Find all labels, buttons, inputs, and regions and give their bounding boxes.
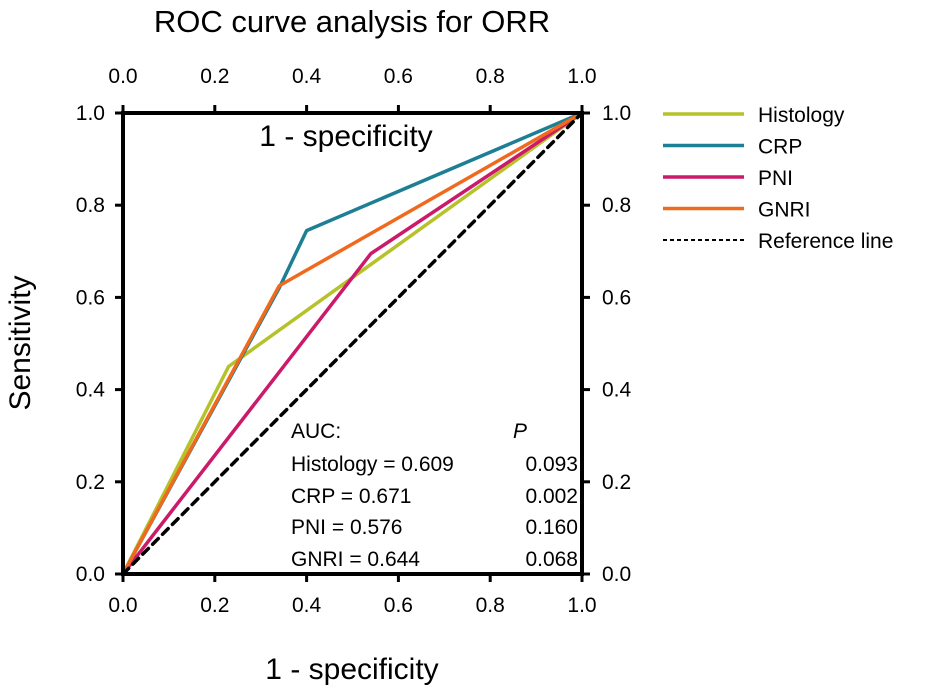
- x-tick-label-bottom: 0.8: [476, 594, 505, 617]
- ticks-layer: 0.00.00.0 0.00.20.20.2 0.20.40.40.4 0.40.60…: [76, 65, 632, 617]
- legend-label-gnri: GNRI: [758, 199, 811, 222]
- y-tick-label-right: 0.0: [602, 563, 631, 586]
- x-tick-label-top: 0.6: [384, 65, 413, 88]
- x-axis-title: 1 - specificity: [265, 653, 438, 686]
- y-tick-label-left: 0.8: [76, 194, 105, 217]
- series-layer: [121, 111, 584, 576]
- y-tick-label-right: 0.8: [602, 194, 631, 217]
- series-line-reference-line: [121, 111, 584, 576]
- x-axis-inner-label: 1 - specificity: [259, 120, 432, 153]
- y-tick-label-left: 1.0: [76, 102, 105, 125]
- x-tick-label-top: 0.2: [200, 65, 229, 88]
- p-header: P: [513, 420, 527, 443]
- y-tick-label-right: 1.0: [602, 102, 631, 125]
- auc-row-histology: Histology = 0.609: [291, 453, 454, 476]
- series-line-histology: [121, 111, 584, 576]
- x-tick-label-bottom: 0.4: [292, 594, 322, 617]
- chart-title: ROC curve analysis for ORR: [154, 4, 550, 39]
- plot-frame: [121, 111, 584, 576]
- auc-annotation: AUC: P Histology = 0.609 0.093 CRP = 0.6…: [291, 420, 578, 571]
- x-tick-label-bottom: 0.6: [384, 594, 413, 617]
- auc-row-crp: CRP = 0.671: [291, 485, 411, 508]
- legend-label-pni: PNI: [758, 167, 793, 190]
- series-line-pni: [121, 111, 584, 576]
- y-tick-label-left: 0.4: [76, 379, 106, 402]
- legend-label-histology: Histology: [758, 104, 845, 127]
- legend-label-reference-line: Reference line: [758, 230, 893, 253]
- x-tick-label-top: 0.8: [476, 65, 505, 88]
- x-tick-label-bottom: 0.0: [108, 594, 137, 617]
- x-tick-label-bottom: 0.2: [200, 594, 229, 617]
- x-tick-label-top: 0.0: [108, 65, 137, 88]
- p-value-pni: 0.160: [525, 516, 578, 539]
- y-tick-label-left: 0.6: [76, 286, 105, 309]
- y-tick-label-left: 0.2: [76, 471, 105, 494]
- auc-row-gnri: GNRI = 0.644: [291, 548, 420, 571]
- legend: Histology CRP PNI GNRI Reference line: [663, 104, 893, 253]
- y-tick-label-right: 0.2: [602, 471, 631, 494]
- x-tick-label-top: 0.4: [292, 65, 322, 88]
- legend-label-crp: CRP: [758, 136, 802, 159]
- y-tick-label-right: 0.4: [602, 379, 632, 402]
- auc-header: AUC:: [291, 420, 341, 443]
- y-tick-label-right: 0.6: [602, 286, 631, 309]
- y-axis-title: Sensitivity: [4, 275, 37, 410]
- x-tick-label-bottom: 1.0: [567, 594, 596, 617]
- y-tick-label-left: 0.0: [76, 563, 105, 586]
- series-line-gnri: [121, 111, 584, 576]
- auc-row-pni: PNI = 0.576: [291, 516, 403, 539]
- x-tick-label-top: 1.0: [567, 65, 596, 88]
- p-value-histology: 0.093: [525, 453, 578, 476]
- p-value-gnri: 0.068: [525, 548, 578, 571]
- p-value-crp: 0.002: [525, 485, 578, 508]
